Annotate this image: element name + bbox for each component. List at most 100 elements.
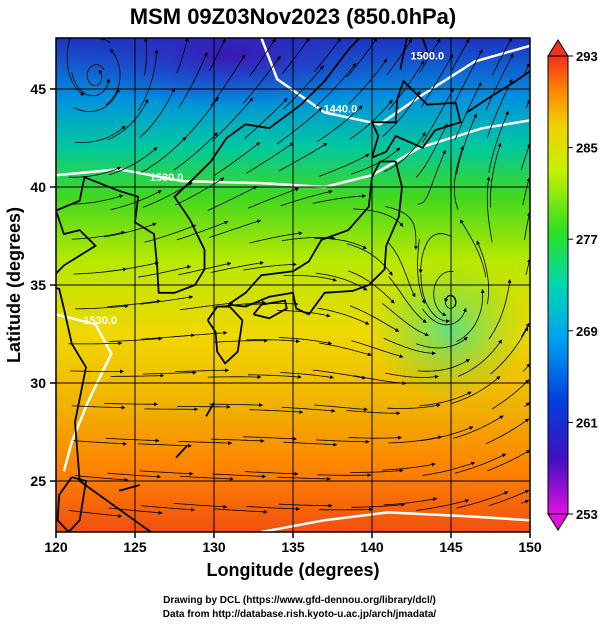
streamline: [278, 503, 333, 508]
streamline: [491, 38, 512, 76]
streamline: [243, 262, 297, 271]
streamline: [246, 142, 294, 174]
colorbar-gradient: [547, 55, 569, 515]
streamline: [524, 62, 530, 74]
streamline: [315, 272, 368, 291]
y-tick-label: 25: [30, 473, 46, 489]
streamline: [276, 107, 323, 145]
plot-area: 1500.0 1440.0 1530.0 1530.0: [56, 38, 530, 532]
height-contour: [260, 38, 530, 126]
streamline: [383, 337, 436, 356]
streamline: [456, 113, 477, 175]
streamline: [246, 506, 301, 511]
streamline: [212, 97, 254, 141]
x-tick-label: 125: [123, 539, 147, 555]
streamline: [178, 441, 233, 446]
height-contour: [261, 511, 530, 532]
x-tick-label: 145: [439, 539, 463, 555]
streamline: [210, 260, 264, 273]
coastline-segment: [252, 299, 288, 320]
streamline: [315, 62, 357, 107]
streamline: [319, 342, 372, 357]
lat-lon-grid: [56, 38, 530, 532]
streamline: [386, 241, 416, 298]
streamline: [139, 470, 194, 476]
streamline: [74, 125, 126, 143]
footer-credit-dcl: Drawing by DCL (https://www.gfd-dennou.o…: [163, 595, 436, 606]
streamline: [349, 305, 400, 332]
streamline: [454, 82, 482, 141]
streamline: [68, 510, 123, 518]
x-tick-label: 150: [518, 539, 542, 555]
chart-title: MSM 09Z03Nov2023 (850.0hPa): [130, 4, 457, 29]
streamline: [110, 373, 165, 378]
streamline: [209, 219, 262, 238]
x-tick-label: 135: [281, 539, 305, 555]
coastline-segment: [118, 484, 140, 492]
streamline: [105, 48, 121, 106]
streamline: [386, 403, 441, 409]
streamline: [460, 219, 487, 278]
streamline: [451, 38, 470, 71]
coastline-segment: [370, 79, 462, 159]
streamline: [417, 149, 446, 205]
streamline: [488, 278, 512, 340]
streamline: [244, 471, 299, 476]
streamline: [351, 340, 404, 358]
streamline: [317, 105, 363, 142]
y-tick-label: 35: [30, 277, 46, 293]
streamline: [416, 499, 470, 511]
streamline: [144, 224, 197, 243]
streamline: [70, 369, 124, 374]
footer-credit-data: Data from http://database.rish.kyoto-u.a…: [162, 609, 437, 620]
streamline: [73, 88, 120, 112]
streamline: [385, 206, 418, 250]
streamline: [491, 379, 530, 410]
colorbar-tick-label: 293: [576, 49, 598, 64]
streamline: [488, 110, 509, 173]
streamline: [176, 404, 231, 409]
streamline: [415, 123, 448, 178]
streamline: [386, 38, 413, 76]
colorbar-ticks: 293 285 277 269 261 253: [568, 49, 598, 522]
contour-labels: 1500.0 1440.0 1530.0 1530.0: [83, 51, 444, 328]
streamline: [278, 337, 333, 346]
streamline: [207, 186, 258, 211]
streamline: [139, 87, 175, 138]
streamline: [138, 443, 192, 448]
streamline: [74, 475, 129, 482]
x-tick-label: 120: [44, 539, 68, 555]
warm-anomaly-patch: [370, 260, 530, 400]
coastlines: [56, 38, 530, 532]
colorbar-tick-label: 285: [576, 141, 598, 156]
colorbar-tick-label: 253: [576, 507, 598, 522]
streamline: [248, 374, 302, 379]
coastline-segment: [466, 70, 530, 114]
y-tick-label: 30: [30, 375, 46, 391]
streamline: [107, 98, 149, 141]
streamline: [213, 508, 268, 514]
streamline: [525, 99, 530, 109]
colorbar-tick-label: 277: [576, 232, 598, 247]
streamline: [141, 505, 195, 512]
streamline: [249, 409, 304, 415]
streamline: [105, 261, 159, 273]
streamline: [71, 405, 126, 410]
colorbar-top-arrow: [547, 39, 569, 57]
coastline-segment: [56, 38, 361, 532]
streamline: [317, 473, 372, 478]
streamline: [280, 190, 333, 207]
streamline: [242, 55, 281, 104]
streamline: [283, 275, 337, 282]
contour-label: 1530.0: [83, 315, 117, 327]
coastline-segment: [175, 445, 188, 459]
streamline: [175, 177, 225, 206]
streamline: [312, 369, 367, 380]
streamline: [208, 38, 226, 72]
streamline: [352, 208, 404, 227]
streamline: [453, 49, 483, 106]
streamline: [422, 307, 467, 326]
streamline: [243, 436, 297, 441]
streamline: [346, 410, 401, 416]
streamline: [490, 142, 502, 208]
